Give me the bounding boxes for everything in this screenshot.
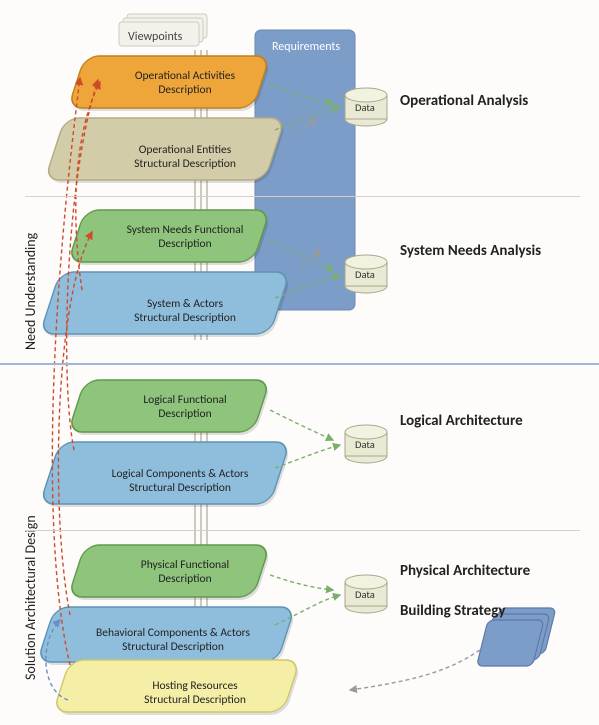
- plate-label: Logical FunctionalDescription: [100, 394, 270, 422]
- plate-label: Operational ActivitiesDescription: [100, 70, 270, 98]
- data-cylinder-label: Data: [355, 268, 375, 281]
- plate-label: Logical Components & ActorsStructural De…: [95, 468, 265, 496]
- divider: [25, 196, 580, 197]
- plate-label: System Needs FunctionalDescription: [100, 224, 270, 252]
- phase-label: Logical Architecture: [400, 412, 523, 430]
- sidebar-group-label: Need Understanding: [22, 233, 39, 350]
- phase-label: System Needs Analysis: [400, 242, 541, 260]
- sidebar-group-label: Solution Architectural Design: [22, 515, 39, 680]
- divider: [0, 363, 599, 365]
- data-cylinder-label: Data: [355, 101, 375, 114]
- data-cylinder-label: Data: [355, 588, 375, 601]
- diagram-canvas: Need Understanding Solution Architectura…: [0, 0, 599, 725]
- phase-label: Physical Architecture: [400, 562, 530, 580]
- plate-label: Physical FunctionalDescription: [100, 559, 270, 587]
- plate-label: Hosting ResourcesStructural Description: [110, 680, 280, 708]
- plate-label: Operational EntitiesStructural Descripti…: [100, 144, 270, 172]
- data-cylinder-label: Data: [355, 438, 375, 451]
- viewpoints-label: Viewpoints: [128, 30, 182, 44]
- phase-label: Operational Analysis: [400, 92, 528, 110]
- requirements-label: Requirements: [272, 40, 340, 54]
- plate-label: Behavioral Components & ActorsStructural…: [88, 627, 258, 655]
- divider: [25, 530, 580, 531]
- phase-label: Building Strategy: [400, 602, 505, 620]
- plate-label: System & ActorsStructural Description: [100, 298, 270, 326]
